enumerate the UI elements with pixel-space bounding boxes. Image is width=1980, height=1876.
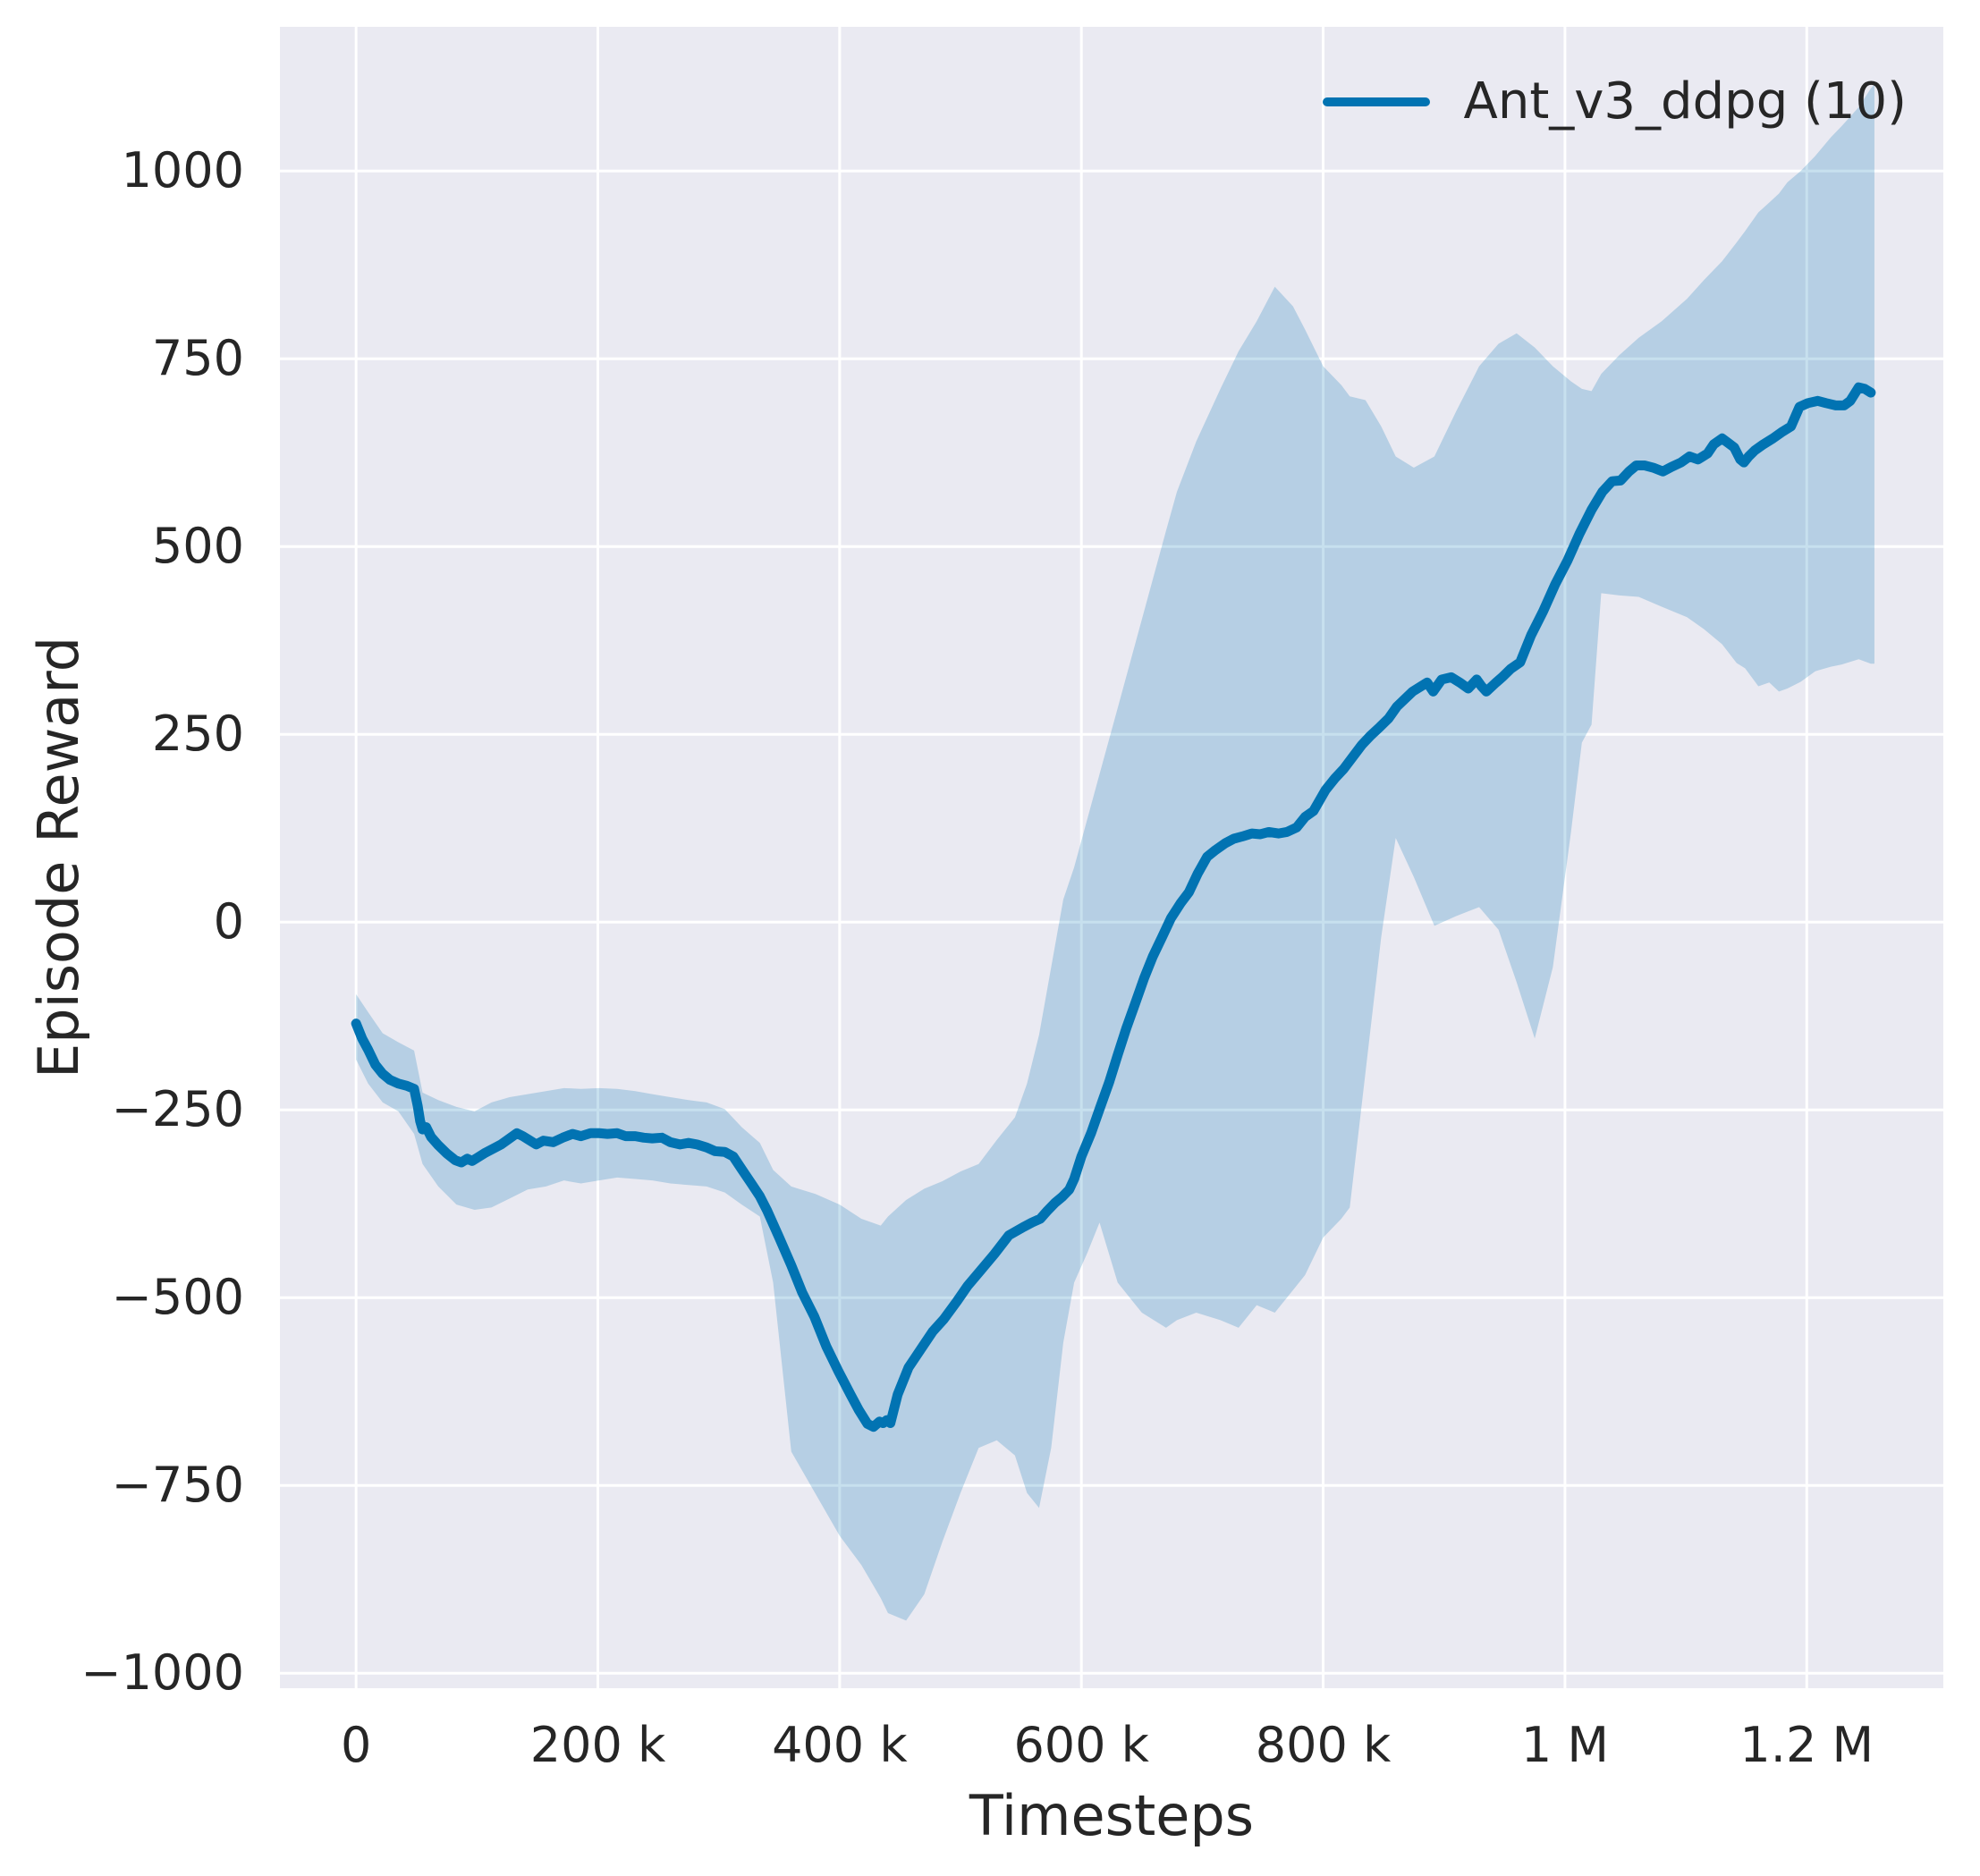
x-tick-label: 800 k: [1255, 1717, 1392, 1773]
confidence-band: [356, 84, 1874, 1621]
y-tick-label: −500: [111, 1269, 244, 1326]
x-tick-label: 200 k: [529, 1717, 666, 1773]
chart-canvas: [280, 27, 1943, 1688]
y-tick-label: −250: [111, 1081, 244, 1138]
y-tick-label: 250: [151, 706, 244, 763]
y-tick-label: 750: [151, 330, 244, 387]
x-axis-title: Timesteps: [969, 1783, 1255, 1848]
x-tick-label: 1 M: [1520, 1717, 1609, 1773]
x-tick-label: 600 k: [1013, 1717, 1149, 1773]
y-tick-label: −750: [111, 1457, 244, 1514]
y-tick-label: 1000: [121, 142, 244, 199]
y-tick-label: −1000: [80, 1644, 244, 1702]
y-tick-label: 500: [151, 518, 244, 575]
x-tick-label: 1.2 M: [1739, 1717, 1874, 1773]
legend-line-swatch-icon: [1322, 97, 1430, 106]
y-tick-label: 0: [213, 893, 244, 951]
plot-area: [280, 27, 1943, 1688]
series-line: [351, 382, 1876, 1432]
x-tick-label: 400 k: [772, 1717, 908, 1773]
legend: Ant_v3_ddpg (10): [1322, 72, 1907, 131]
x-tick-label: 0: [340, 1717, 372, 1773]
legend-entry-label: Ant_v3_ddpg (10): [1463, 72, 1907, 131]
y-axis-title: Episode Reward: [26, 636, 91, 1079]
